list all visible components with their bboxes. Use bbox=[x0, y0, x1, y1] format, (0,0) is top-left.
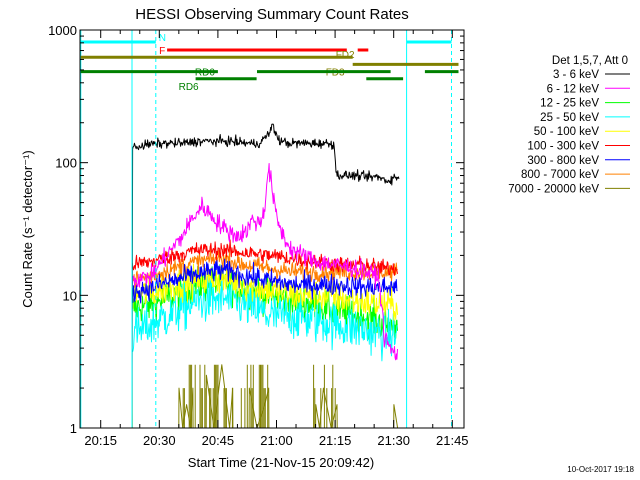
legend-label: 100 - 300 keV bbox=[527, 141, 599, 153]
x-tick-label: 21:45 bbox=[436, 433, 469, 448]
x-tick-label: 21:00 bbox=[260, 433, 293, 448]
legend: 3 - 6 keV 6 - 12 keV 12 - 25 keV 25 - 50 ke… bbox=[508, 69, 630, 195]
series-line bbox=[131, 261, 398, 321]
plot-frame bbox=[79, 29, 465, 429]
series-spikes bbox=[182, 364, 336, 428]
state-bar-label: N bbox=[159, 33, 166, 44]
series-line bbox=[131, 163, 398, 361]
series-layer bbox=[131, 123, 400, 429]
timestamp-footer: 10-Oct-2017 19:18 bbox=[567, 465, 634, 474]
state-bar-label: RD6 bbox=[179, 82, 199, 93]
legend-label: 3 - 6 keV bbox=[553, 69, 599, 81]
x-tick-label: 20:15 bbox=[84, 433, 117, 448]
y-tick-label: 100 bbox=[55, 156, 77, 171]
x-tick-label: 21:30 bbox=[377, 433, 410, 448]
legend-label: 300 - 800 keV bbox=[527, 155, 599, 167]
series-line bbox=[131, 245, 398, 288]
legend-label: 25 - 50 keV bbox=[540, 112, 599, 124]
x-tick-label: 21:15 bbox=[319, 433, 352, 448]
vertical-markers bbox=[80, 30, 452, 428]
series-line bbox=[131, 258, 398, 304]
series-line bbox=[131, 239, 398, 276]
state-bar-label: FD2 bbox=[336, 50, 355, 61]
x-tick-label: 20:30 bbox=[143, 433, 176, 448]
axis-ticks: 20:15 20:30 20:45 21:00 21:15 21:30 21:45 1 10 10… bbox=[48, 23, 468, 448]
y-tick-label: 10 bbox=[63, 288, 77, 303]
legend-label: 800 - 7000 keV bbox=[521, 169, 599, 181]
legend-label: 7000 - 20000 keV bbox=[508, 183, 599, 195]
x-axis-label: Start Time (21-Nov-15 20:09:42) bbox=[188, 455, 374, 470]
series-line bbox=[131, 123, 400, 429]
legend-header: Det 1,5,7, Att 0 bbox=[552, 55, 628, 67]
state-bar-label: RD0 bbox=[195, 68, 215, 79]
x-tick-label: 20:45 bbox=[202, 433, 235, 448]
legend-label: 50 - 100 keV bbox=[534, 126, 600, 138]
y-tick-label: 1 bbox=[70, 421, 77, 436]
state-bars: NFFD2FD3RD0RD6 bbox=[80, 33, 459, 93]
chart-title: HESSI Observing Summary Count Rates bbox=[135, 6, 408, 23]
legend-label: 12 - 25 keV bbox=[540, 98, 599, 110]
y-axis-label: Count Rate (s⁻¹ detector⁻¹) bbox=[20, 150, 35, 308]
state-bar-label: F bbox=[159, 46, 165, 57]
legend-label: 6 - 12 keV bbox=[547, 83, 600, 95]
y-tick-label: 1000 bbox=[48, 23, 77, 38]
series-line bbox=[132, 272, 398, 362]
